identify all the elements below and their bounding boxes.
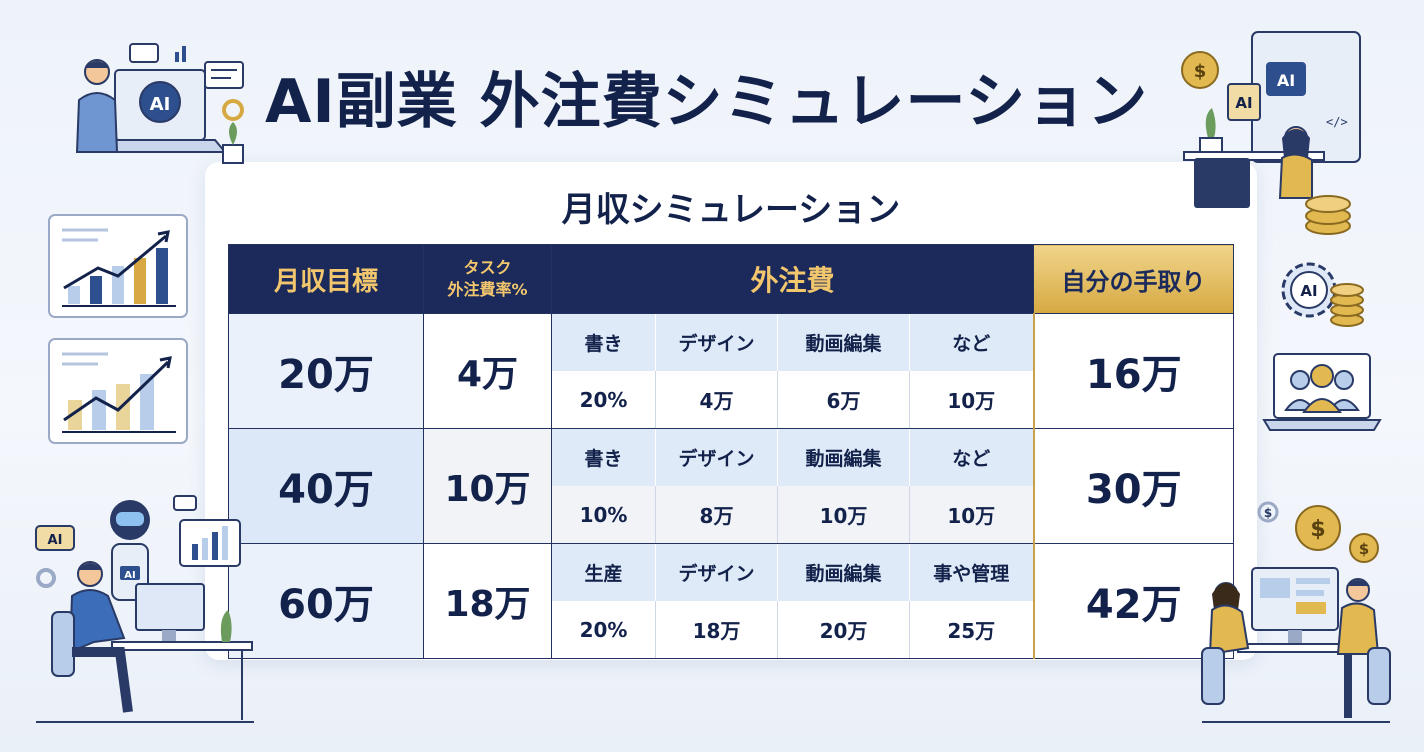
woman-computer-illustration: $ AI AI </> <box>1181 31 1361 235</box>
ai-label: AI <box>150 94 171 115</box>
page-title: AI副業 外注費シミュレーション <box>265 67 1149 137</box>
outsource-label: など <box>910 314 1033 371</box>
svg-text:$: $ <box>1194 61 1207 82</box>
table-row: 60万 18万 生産 デザイン 動画編集 事や管理 20% 18万 20万 25… <box>228 543 1234 659</box>
bar-chart-card-icon <box>48 214 188 318</box>
cell-takehome: 30万 <box>1032 428 1234 544</box>
ai-tag-label: AI <box>48 533 63 548</box>
outsource-value: 18万 <box>656 601 778 658</box>
outsource-label: 動画編集 <box>778 429 910 486</box>
simulation-table: 月収目標 タスク 外注費率% 外注費 自分の手取り 20万 4万 書き デザイン… <box>228 244 1234 659</box>
outsource-label: 書き <box>552 314 656 371</box>
outsource-label: 書き <box>552 429 656 486</box>
outsource-label: 生産 <box>552 544 656 601</box>
cell-outsource: 書き デザイン 動画編集 など 10% 8万 10万 10万 <box>551 428 1034 544</box>
outsource-value: 20万 <box>778 601 910 658</box>
outsource-label: デザイン <box>656 314 778 371</box>
table-subtitle: 月収シミュレーション <box>561 190 901 230</box>
cell-target: 40万 <box>228 428 424 544</box>
outsource-value: 4万 <box>656 371 778 428</box>
svg-text:</>: </> <box>1326 115 1348 129</box>
cell-rate: 18万 <box>423 543 552 659</box>
outsource-value: 10% <box>552 486 656 543</box>
cell-takehome: 42万 <box>1032 543 1234 659</box>
outsource-value: 20% <box>552 371 656 428</box>
table-header-row: 月収目標 タスク 外注費率% 外注費 自分の手取り <box>228 244 1234 314</box>
note-ai-label: AI <box>1235 94 1252 112</box>
outsource-label: 動画編集 <box>778 314 910 371</box>
outsource-value: 8万 <box>656 486 778 543</box>
cell-rate: 4万 <box>423 313 552 429</box>
monitor-ai-label: AI <box>1277 71 1295 90</box>
cell-outsource: 書き デザイン 動画編集 など 20% 4万 6万 10万 <box>551 313 1034 429</box>
header-takehome: 自分の手取り <box>1033 244 1234 314</box>
header-rate: タスク 外注費率% <box>423 244 552 314</box>
outsource-label: 動画編集 <box>778 544 910 601</box>
svg-text:$: $ <box>1264 506 1272 520</box>
svg-text:$: $ <box>1310 517 1325 542</box>
cell-takehome: 16万 <box>1032 313 1234 429</box>
outsource-label: 事や管理 <box>910 544 1033 601</box>
cell-outsource: 生産 デザイン 動画編集 事や管理 20% 18万 20万 25万 <box>551 543 1034 659</box>
header-rate-line1: タスク <box>463 258 512 277</box>
person-robot-illustration: AI AI <box>35 495 254 723</box>
growth-chart-card-icon <box>48 338 188 444</box>
outsource-value: 10万 <box>947 504 996 528</box>
outsource-value: 25万 <box>947 619 996 643</box>
outsource-value: 10万 <box>778 486 910 543</box>
cell-target: 60万 <box>228 543 424 659</box>
person-laptop-illustration: AI <box>75 43 244 164</box>
table-row: 20万 4万 書き デザイン 動画編集 など 20% 4万 6万 10万 16万 <box>228 313 1234 429</box>
outsource-value: 6万 <box>778 371 910 428</box>
outsource-value: 20% <box>552 601 656 658</box>
outsource-value: 10万 <box>947 389 996 413</box>
header-outsource: 外注費 <box>551 244 1034 314</box>
team-meeting-illustration: $ $ $ <box>1201 501 1391 723</box>
header-rate-line2: 外注費率% <box>447 280 528 299</box>
ai-gear-coins-icon: AI <box>1281 262 1364 327</box>
team-laptop-icon <box>1262 353 1382 431</box>
cell-target: 20万 <box>228 313 424 429</box>
svg-text:$: $ <box>1359 540 1369 558</box>
cell-rate: 10万 <box>423 428 552 544</box>
outsource-label: デザイン <box>656 429 778 486</box>
table-row: 40万 10万 書き デザイン 動画編集 など 10% 8万 10万 10万 3… <box>228 428 1234 544</box>
outsource-label: など <box>910 429 1033 486</box>
outsource-label: デザイン <box>656 544 778 601</box>
header-target: 月収目標 <box>228 244 424 314</box>
gear-ai-label: AI <box>1300 282 1317 300</box>
robot-ai-label: AI <box>124 570 135 581</box>
